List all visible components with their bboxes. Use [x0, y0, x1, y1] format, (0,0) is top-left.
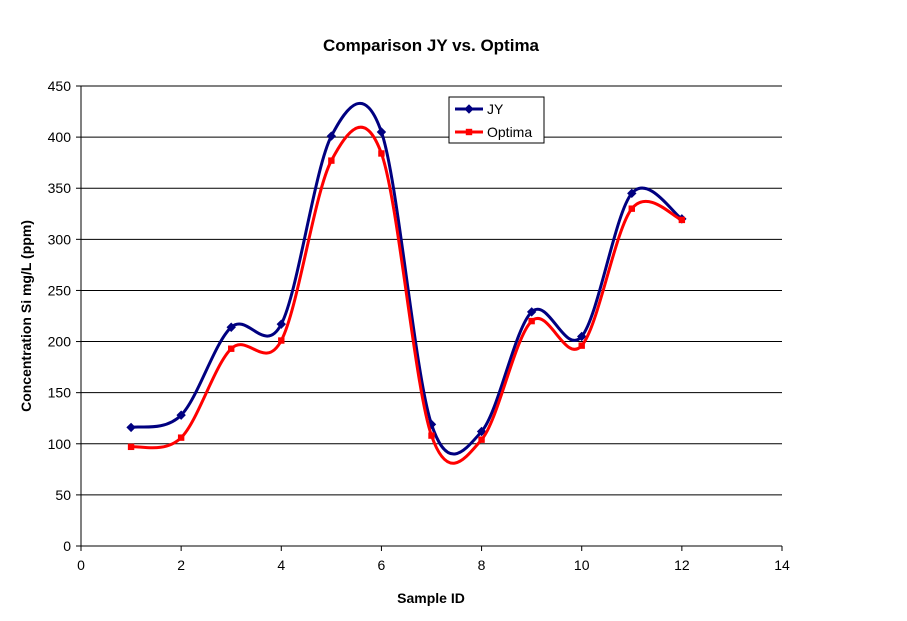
legend: JY Optima: [448, 96, 545, 144]
data-point-jy: [577, 331, 587, 342]
data-point-jy: [476, 426, 487, 437]
y-tick-label: 300: [48, 231, 72, 247]
legend-box: [448, 96, 545, 144]
data-point-optima: [328, 157, 335, 164]
x-tick-label: 4: [277, 557, 285, 573]
y-tick-label: 250: [48, 282, 72, 298]
y-tick-label: 450: [48, 78, 72, 94]
y-tick-label: 200: [48, 334, 72, 350]
x-tick-label: 10: [574, 557, 590, 573]
data-point-jy: [226, 322, 236, 332]
y-tick-label: 50: [55, 487, 71, 503]
data-point-jy: [126, 422, 136, 433]
series-group: [126, 101, 687, 465]
data-point-jy: [176, 410, 186, 420]
x-axis-label: Sample ID: [397, 590, 465, 606]
y-axis-label: Concentration Si mg/L (ppm): [18, 220, 34, 412]
x-tick-label: 0: [77, 557, 85, 573]
legend-marker-optima: [465, 128, 473, 136]
y-tick-label: 400: [48, 129, 72, 145]
series-line-jy: [130, 101, 683, 456]
data-point-optima: [278, 337, 285, 344]
y-tick-label: 350: [48, 180, 72, 196]
series-jy: [126, 101, 687, 456]
data-point-optima: [378, 150, 385, 157]
y-tick-label: 0: [63, 538, 71, 554]
y-tick-label: 100: [48, 436, 72, 452]
x-tick-label: 14: [774, 557, 790, 573]
x-tick-label: 8: [478, 557, 486, 573]
x-tick-label: 12: [674, 557, 690, 573]
legend-marker-jy: [464, 104, 474, 114]
data-point-optima: [127, 443, 135, 451]
data-point-jy: [326, 131, 337, 141]
data-point-jy: [376, 127, 387, 137]
data-point-optima: [628, 205, 635, 212]
legend-label-optima: Optima: [487, 124, 532, 140]
data-point-jy: [276, 319, 286, 329]
legend-label-jy: JY: [487, 101, 504, 117]
data-point-optima: [177, 434, 185, 441]
y-axis: 0 50 100 150 200 250 300 350 400 450: [48, 78, 81, 554]
gridlines: [80, 85, 782, 547]
x-tick-label: 2: [177, 557, 185, 573]
x-axis: 0 2 4 6 8 10 12 14: [77, 546, 790, 573]
data-point-optima: [678, 216, 686, 224]
data-point-jy: [526, 307, 537, 317]
x-tick-label: 6: [378, 557, 386, 573]
series-optima: [127, 125, 686, 465]
data-point-optima: [528, 317, 535, 325]
chart-title: Comparison JY vs. Optima: [323, 36, 540, 55]
data-point-jy: [627, 188, 637, 199]
data-point-optima: [578, 342, 585, 349]
data-point-optima: [228, 345, 235, 352]
data-point-optima: [478, 436, 485, 443]
data-point-optima: [428, 432, 435, 439]
y-tick-label: 150: [48, 385, 72, 401]
